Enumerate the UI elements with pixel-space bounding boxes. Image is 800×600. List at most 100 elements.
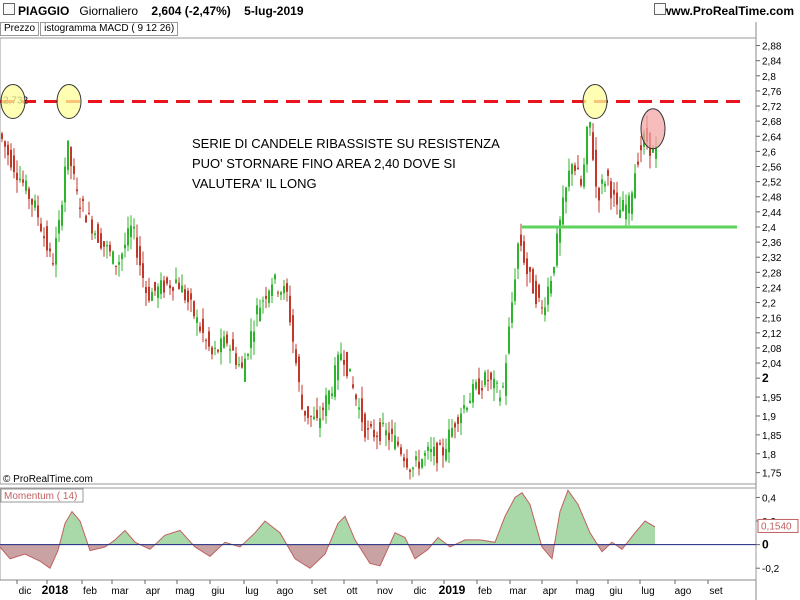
candle-body: [274, 274, 276, 280]
candle-body: [589, 122, 591, 128]
candle-body: [112, 251, 114, 264]
time-tick-label: dic: [19, 586, 32, 597]
candle-body: [178, 282, 180, 290]
candle-body: [448, 429, 450, 453]
price-tick-label: 2,8: [762, 72, 776, 83]
momentum-last-value: 0,1540: [761, 521, 792, 532]
price-tick-label: 2,28: [762, 268, 782, 279]
candle-body: [466, 407, 468, 411]
price-tick-label: 1,8: [762, 450, 776, 461]
candle-body: [175, 279, 177, 283]
candle-body: [121, 253, 123, 260]
candle-body: [172, 287, 174, 291]
candle-body: [226, 334, 228, 344]
candle-body: [580, 178, 582, 186]
candle-body: [265, 295, 267, 299]
candle-body: [151, 291, 153, 301]
candle-body: [523, 241, 525, 263]
candle-body: [88, 212, 90, 214]
candle-body: [460, 413, 462, 424]
candle-body: [67, 140, 69, 170]
candle-body: [484, 372, 486, 385]
candle-body: [16, 172, 18, 181]
ticker-name: PIAGGIO: [18, 4, 70, 18]
candle-body: [19, 178, 21, 181]
candle-body: [334, 365, 336, 397]
time-tick-label: ago: [277, 586, 294, 597]
candle-body: [604, 183, 606, 187]
candle-body: [55, 238, 57, 265]
price-tick-label: 2: [762, 371, 769, 385]
candle-body: [280, 292, 282, 295]
candle-body: [256, 305, 258, 315]
tab-macd[interactable]: istogramma MACD ( 9 12 26): [40, 22, 179, 36]
candle-body: [310, 415, 312, 417]
candle-body: [229, 349, 231, 351]
candle-body: [655, 146, 657, 159]
price-tick-label: 2,56: [762, 163, 782, 174]
candle-body: [592, 132, 594, 160]
candle-body: [286, 283, 288, 292]
time-tick-label: lug: [245, 586, 258, 597]
candle-body: [148, 286, 150, 301]
candle-body: [40, 223, 42, 232]
candle-body: [181, 285, 183, 293]
candle-body: [613, 189, 615, 195]
momentum-negative-area: [0, 544, 626, 569]
candle-body: [394, 435, 396, 450]
site-url[interactable]: www.ProRealTime.com: [661, 4, 794, 18]
candle-body: [388, 432, 390, 441]
candle-body: [352, 384, 354, 388]
candle-body: [139, 246, 141, 266]
menu-icon[interactable]: [3, 3, 15, 15]
annotation-text: VALUTERA' IL LONG: [192, 176, 317, 191]
candle-body: [487, 379, 489, 382]
momentum-positive-area: [0, 490, 655, 545]
candle-body: [76, 189, 78, 192]
candle-body: [127, 228, 129, 246]
candle-body: [631, 192, 633, 215]
tab-price[interactable]: Prezzo: [0, 22, 40, 36]
candle-body: [562, 197, 564, 225]
time-tick-label: nov: [377, 586, 393, 597]
candle-body: [463, 405, 465, 409]
candle-body: [130, 225, 132, 238]
candle-body: [277, 292, 279, 294]
candle-body: [157, 286, 159, 299]
candle-body: [577, 167, 579, 170]
candle-body: [106, 245, 108, 247]
candle-body: [499, 397, 501, 402]
resistance-touch-highlight: [582, 83, 608, 119]
chart-header: PIAGGIO Giornaliero 2,604 (-2,47%) 5-lug…: [0, 0, 800, 22]
price-tick-label: 2,48: [762, 193, 782, 204]
candle-body: [79, 207, 81, 209]
period-label: Giornaliero: [79, 4, 139, 18]
minimize-icon[interactable]: [654, 3, 666, 15]
candle-body: [532, 269, 534, 294]
candle-body: [412, 467, 414, 470]
candle-body: [508, 326, 510, 354]
candle-body: [493, 378, 495, 389]
candle-body: [25, 180, 27, 192]
candle-body: [82, 198, 84, 202]
time-tick-label: giu: [211, 586, 224, 597]
candle-body: [301, 394, 303, 410]
candle-body: [241, 362, 243, 368]
candle-body: [550, 280, 552, 294]
candle-body: [490, 372, 492, 380]
candle-body: [145, 287, 147, 293]
candle-body: [184, 289, 186, 301]
candle-body: [340, 353, 342, 361]
price-tick-label: 2,36: [762, 238, 782, 249]
candle-body: [505, 363, 507, 396]
candle-body: [58, 220, 60, 234]
candle-body: [100, 233, 102, 249]
candle-body: [379, 422, 381, 442]
candle-body: [97, 224, 99, 243]
candle-body: [457, 417, 459, 424]
momentum-axis: 0,40,20-0,20,1540: [756, 493, 799, 575]
candle-body: [136, 237, 138, 258]
candle-body: [292, 315, 294, 342]
candle-body: [85, 215, 87, 223]
time-tick-label: feb: [478, 586, 492, 597]
